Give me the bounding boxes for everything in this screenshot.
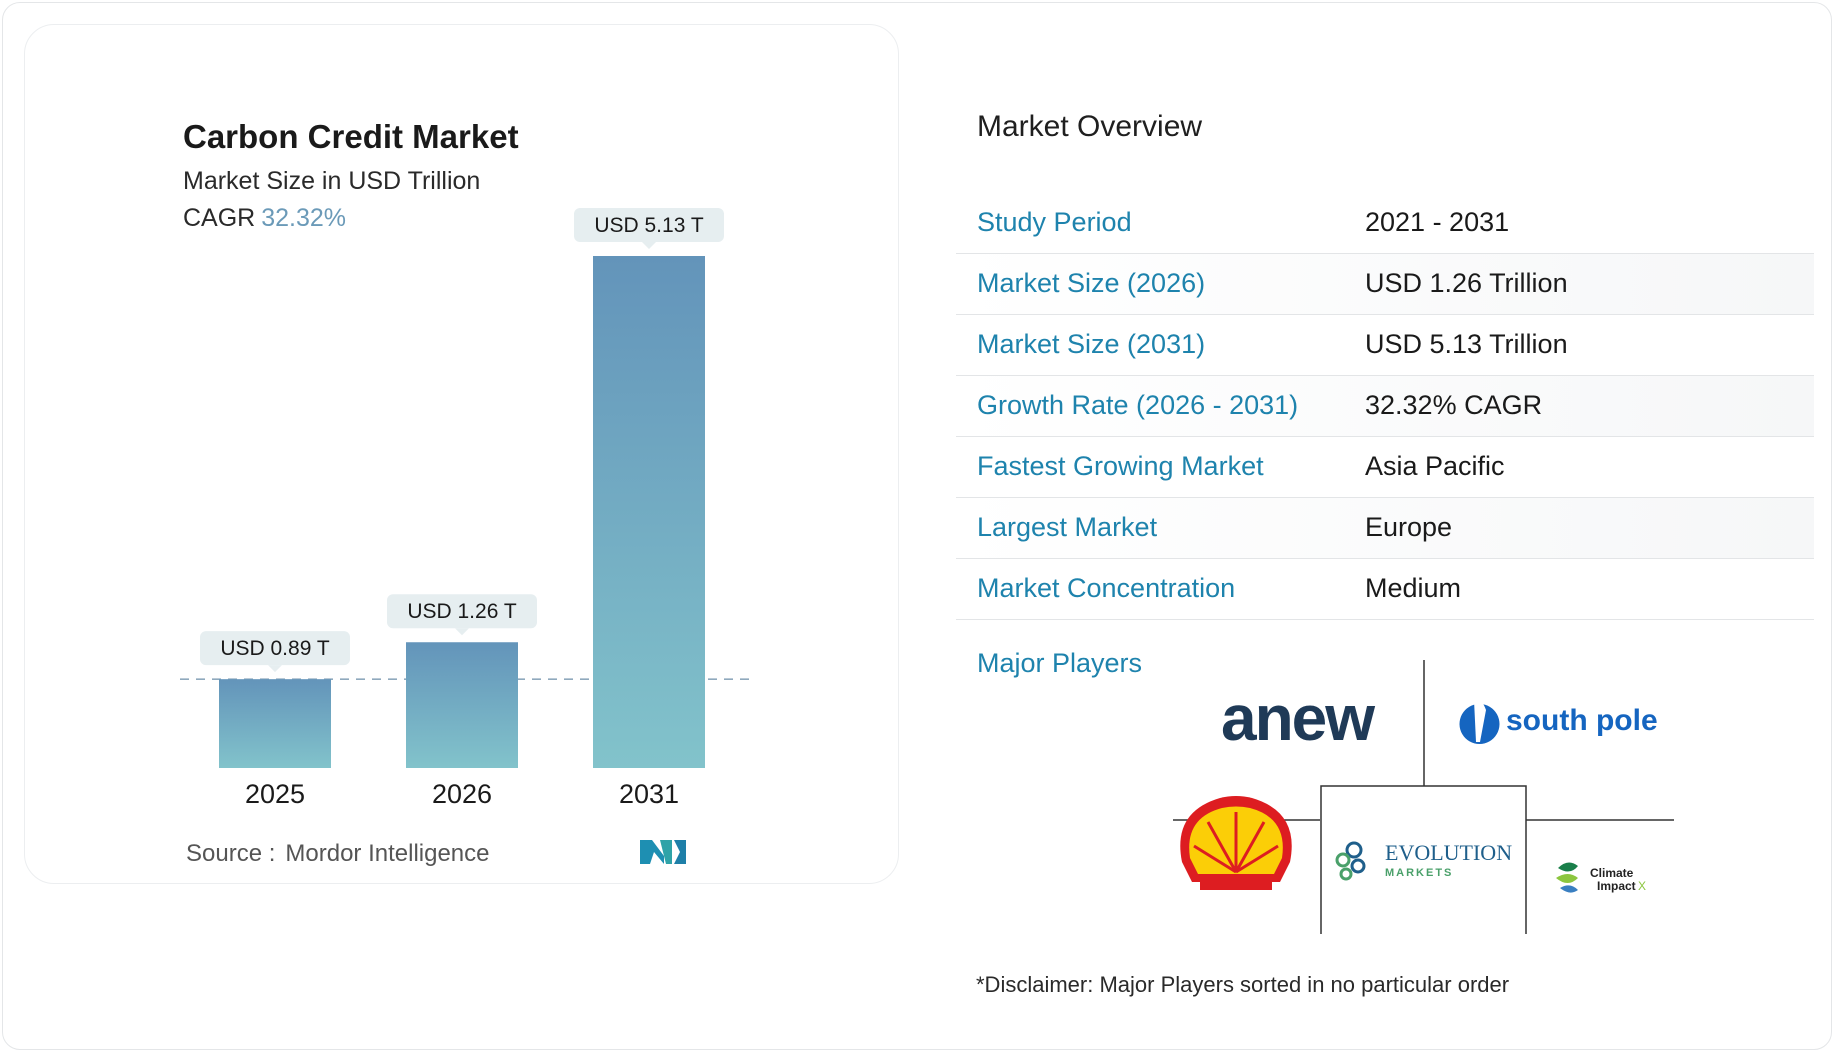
overview-value: USD 1.26 Trillion (1365, 268, 1568, 298)
overview-label: Largest Market (977, 512, 1158, 542)
cagr-label: CAGR (183, 204, 256, 232)
climate-line-1: Climate (1590, 866, 1634, 880)
overview-value: Asia Pacific (1365, 451, 1505, 481)
cagr-value: 32.32% (261, 204, 347, 232)
bar-2026 (406, 642, 518, 768)
overview-label: Study Period (977, 207, 1132, 237)
overview-label: Fastest Growing Market (977, 451, 1264, 481)
value-label: USD 5.13 T (594, 214, 703, 237)
overview-value: 32.32% CAGR (1365, 390, 1543, 420)
x-tick-label: 2026 (432, 779, 492, 809)
mordor-intelligence-logo (640, 840, 686, 864)
source-label: Source : (186, 840, 276, 867)
south-pole-logo: south pole (1459, 699, 1658, 744)
chart-title: Carbon Credit Market (183, 118, 519, 155)
cagr-line: CAGR 32.32% (183, 204, 346, 233)
overview-label: Market Size (2031) (977, 329, 1206, 359)
shell-logo (1180, 796, 1292, 890)
chart-subtitle: Market Size in USD Trillion (183, 167, 481, 195)
value-label-bg (574, 208, 724, 242)
x-tick-label: 2025 (245, 779, 305, 809)
bar-2031 (593, 256, 705, 768)
overview-label: Growth Rate (2026 - 2031) (977, 390, 1299, 420)
overview-value: Europe (1365, 512, 1453, 542)
overview-row-market-concentration: Market Concentration Medium (956, 559, 1814, 620)
value-label-pointer (268, 665, 282, 673)
overview-value: 2021 - 2031 (1365, 207, 1510, 237)
evolution-sub: MARKETS (1385, 867, 1453, 879)
climate-line-2: Impact (1597, 879, 1636, 893)
market-overview-table: Study Period 2021 - 2031 Market Size (20… (956, 193, 1814, 620)
overview-row-fastest-growing-market: Fastest Growing Market Asia Pacific (956, 437, 1814, 498)
source-line: Source : Mordor Intelligence (186, 840, 490, 868)
value-label: USD 0.89 T (220, 637, 329, 660)
overview-row-study-period: Study Period 2021 - 2031 (956, 193, 1814, 254)
overview-row-growth-rate: Growth Rate (2026 - 2031) 32.32% CAGR (956, 376, 1814, 437)
anew-logo: anew (1221, 682, 1375, 754)
grid-center-box (1320, 785, 1527, 934)
bar-chart: USD 0.89 T 2025 USD 1.26 T 2026 USD 5.13 T 20… (180, 208, 752, 809)
x-tick-label: 2031 (619, 779, 679, 809)
market-overview-title: Market Overview (977, 110, 1203, 143)
climate-impact-x-logo: Climate Impact X (1556, 862, 1646, 893)
value-label-bg (387, 594, 537, 629)
overview-label: Market Size (2026) (977, 268, 1206, 298)
overview-row-market-size-2026: Market Size (2026) USD 1.26 Trillion (956, 254, 1814, 315)
overview-row-largest-market: Largest Market Europe (956, 498, 1814, 559)
source-value: Mordor Intelligence (285, 840, 490, 867)
evolution-markets-logo: EVOLUTION MARKETS (1335, 840, 1512, 881)
overview-value: USD 5.13 Trillion (1365, 329, 1568, 359)
value-label: USD 1.26 T (407, 600, 516, 623)
overview-label: Market Concentration (977, 573, 1236, 603)
climate-x: X (1638, 879, 1646, 893)
south-pole-icon-cut (1474, 699, 1486, 742)
value-label-bg (200, 631, 350, 666)
major-players-label: Major Players (977, 648, 1143, 678)
disclaimer: *Disclaimer: Major Players sorted in no … (976, 972, 1510, 997)
value-label-pointer (642, 242, 656, 249)
south-pole-wordmark: south pole (1506, 704, 1658, 737)
value-label-pointer (455, 628, 469, 636)
evolution-wordmark: EVOLUTION (1385, 840, 1512, 865)
overview-value: Medium (1365, 573, 1462, 603)
overview-row-market-size-2031: Market Size (2031) USD 5.13 Trillion (956, 315, 1814, 376)
bar-2025 (219, 679, 331, 768)
